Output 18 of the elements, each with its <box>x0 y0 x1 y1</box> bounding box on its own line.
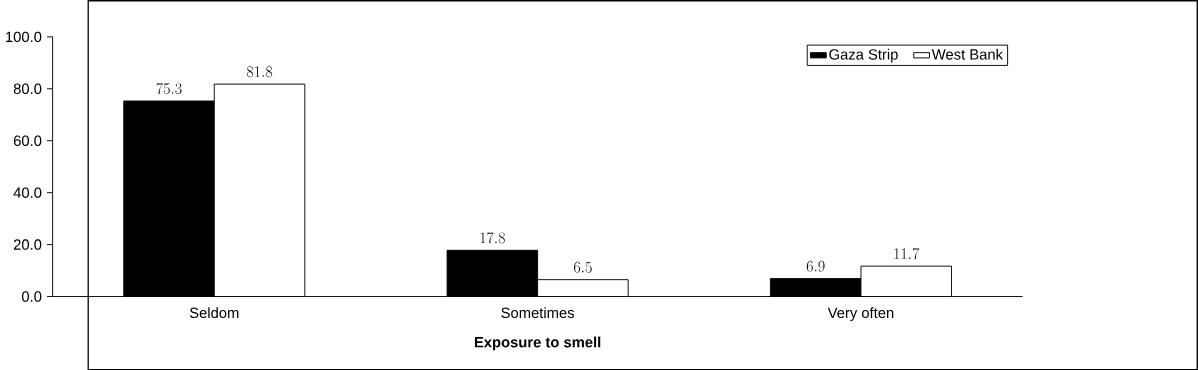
y-tick-label: 20.0 <box>13 239 42 250</box>
data-label: 11 .7 <box>894 247 920 259</box>
x-tick-label: Very often <box>827 306 894 321</box>
x-tick-label: Seldom <box>189 306 239 318</box>
data-label: 75.3 <box>156 82 182 94</box>
y-tick-label: 100.0 <box>6 31 42 42</box>
data-label: 81 .8 <box>246 66 273 77</box>
y-tick-label: 80.0 <box>13 83 42 94</box>
y-tick-label: 40.0 <box>13 187 42 198</box>
legend-label: West Bank <box>931 48 1003 60</box>
x-axis-title: Exposure to smell <box>474 336 601 351</box>
data-label: 17.8 <box>480 232 505 244</box>
data-label: 6.5 <box>574 261 592 273</box>
legend-label: Gaza Strip <box>829 48 898 63</box>
y-tick-label: 0.0 <box>21 291 42 302</box>
x-tick-label: Sometimes <box>501 306 575 318</box>
data-label: 6.9 <box>806 260 825 272</box>
y-tick-label: 60.0 <box>13 135 42 146</box>
